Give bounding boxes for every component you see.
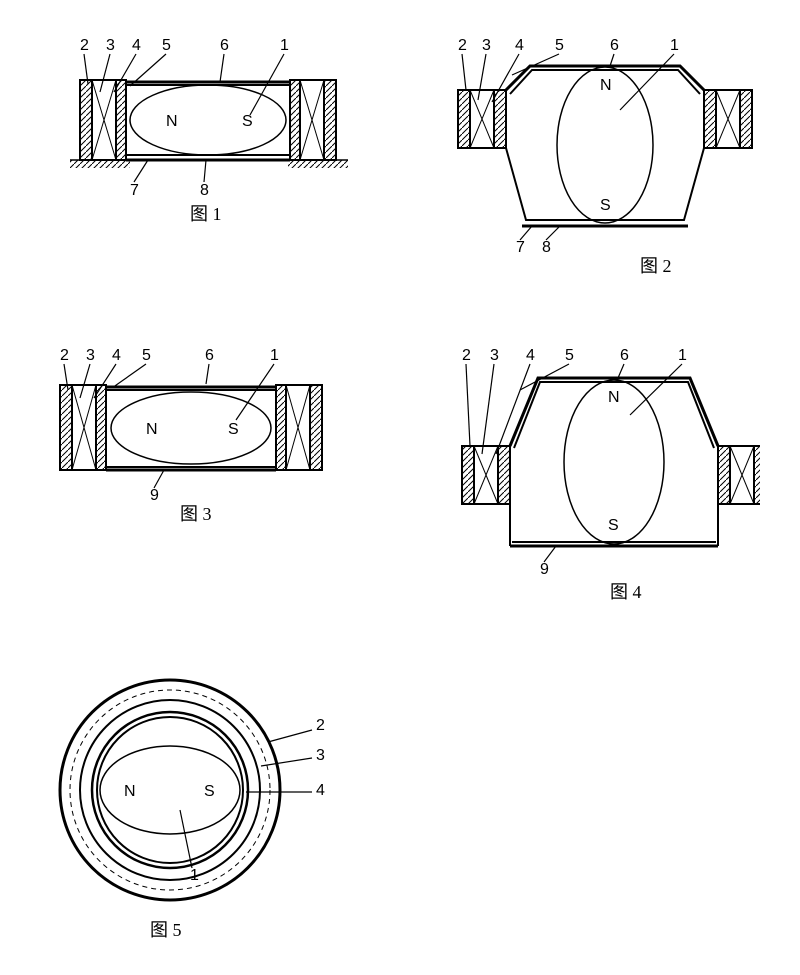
fig3-cell: 2 3 4 5 6 1 N S [20, 330, 380, 620]
pole-s: S [608, 517, 619, 534]
ring-4-inner [97, 717, 243, 863]
label-1: 1 [280, 37, 289, 54]
pole-n: N [146, 421, 158, 438]
label-6: 6 [620, 347, 629, 364]
ring-4-outer [92, 712, 248, 868]
figure-grid: 2 3 4 5 6 1 [20, 20, 780, 950]
caption: 图 3 [180, 504, 212, 524]
caption: 图 1 [190, 204, 222, 224]
label-5: 5 [555, 37, 564, 54]
fig1-cell: 2 3 4 5 6 1 [20, 20, 380, 300]
fig3-svg: 2 3 4 5 6 1 N S [20, 330, 360, 540]
label-1: 1 [670, 37, 679, 54]
foot-left [70, 160, 130, 168]
pole-s: S [228, 421, 239, 438]
label-1: 1 [190, 867, 199, 884]
inner-wall-right [704, 90, 716, 148]
inner-wall-right [290, 80, 300, 160]
pole-s: S [242, 113, 253, 130]
caption: 图 4 [610, 582, 642, 602]
pole-n: N [608, 389, 620, 406]
leader [220, 54, 224, 82]
label-6: 6 [205, 347, 214, 364]
pole-n: N [124, 783, 136, 800]
label-9: 9 [540, 561, 549, 578]
fig4-svg: 2 3 4 5 6 1 [420, 330, 760, 620]
label-8: 8 [542, 239, 551, 256]
label-2: 2 [462, 347, 471, 364]
label-2: 2 [80, 37, 89, 54]
label-2: 2 [60, 347, 69, 364]
fig5-cell: N S 2 3 4 1 图 5 [20, 650, 380, 950]
label-3: 3 [316, 747, 325, 764]
coil-shell-left [458, 90, 470, 148]
label-5: 5 [565, 347, 574, 364]
fig5-svg: N S 2 3 4 1 图 5 [20, 650, 360, 950]
label-3: 3 [490, 347, 499, 364]
leader [100, 54, 110, 92]
label-8: 8 [200, 182, 209, 199]
label-3: 3 [86, 347, 95, 364]
magnet-ellipse [130, 85, 286, 155]
inner-wall-left [96, 385, 106, 470]
label-1: 1 [678, 347, 687, 364]
label-6: 6 [610, 37, 619, 54]
magnet-ellipse [111, 392, 271, 464]
label-4: 4 [526, 347, 535, 364]
label-2: 2 [458, 37, 467, 54]
label-7: 7 [130, 182, 139, 199]
pole-s: S [600, 197, 611, 214]
label-3: 3 [106, 37, 115, 54]
coil-shell-right [740, 90, 752, 148]
fig1-svg: 2 3 4 5 6 1 [20, 20, 360, 240]
inner-wall-left [494, 90, 506, 148]
foot-right [288, 160, 348, 168]
coil-shell-left [60, 385, 72, 470]
label-6: 6 [220, 37, 229, 54]
fig2-svg: 2 3 4 5 6 1 [420, 20, 760, 300]
label-4: 4 [515, 37, 524, 54]
ring-3 [80, 700, 260, 880]
coil-shell-left [80, 80, 92, 160]
coil-shell-right [324, 80, 336, 160]
label-5: 5 [162, 37, 171, 54]
caption: 图 2 [640, 256, 672, 276]
label-4: 4 [316, 782, 325, 799]
label-3: 3 [482, 37, 491, 54]
magnet-ellipse [100, 746, 240, 834]
pole-s: S [204, 783, 215, 800]
pole-n: N [600, 77, 612, 94]
label-5: 5 [142, 347, 151, 364]
label-4: 4 [132, 37, 141, 54]
caption: 图 5 [150, 920, 182, 940]
label-7: 7 [516, 239, 525, 256]
label-4: 4 [112, 347, 121, 364]
label-2: 2 [316, 717, 325, 734]
inner-wall-left [116, 80, 126, 160]
fig2-cell: 2 3 4 5 6 1 [420, 20, 780, 300]
label-9: 9 [150, 487, 159, 504]
label-1: 1 [270, 347, 279, 364]
pole-n: N [166, 113, 178, 130]
fig4-cell: 2 3 4 5 6 1 [420, 330, 780, 620]
